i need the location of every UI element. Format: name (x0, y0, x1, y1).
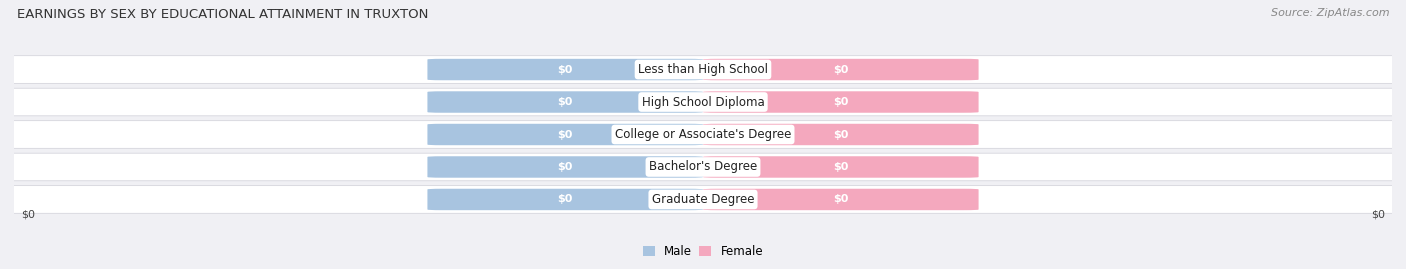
FancyBboxPatch shape (703, 59, 979, 80)
FancyBboxPatch shape (0, 186, 1406, 213)
FancyBboxPatch shape (703, 156, 979, 178)
FancyBboxPatch shape (0, 56, 1406, 83)
FancyBboxPatch shape (703, 124, 979, 145)
FancyBboxPatch shape (703, 91, 979, 113)
Text: $0: $0 (558, 194, 572, 204)
Text: $0: $0 (558, 162, 572, 172)
FancyBboxPatch shape (427, 59, 703, 80)
Text: $0: $0 (834, 129, 848, 140)
FancyBboxPatch shape (427, 156, 703, 178)
Text: High School Diploma: High School Diploma (641, 95, 765, 108)
FancyBboxPatch shape (427, 124, 703, 145)
FancyBboxPatch shape (427, 189, 703, 210)
Text: Bachelor's Degree: Bachelor's Degree (650, 161, 756, 174)
FancyBboxPatch shape (703, 189, 979, 210)
Text: $0: $0 (558, 97, 572, 107)
Text: Source: ZipAtlas.com: Source: ZipAtlas.com (1271, 8, 1389, 18)
Text: $0: $0 (558, 65, 572, 75)
Text: $0: $0 (834, 65, 848, 75)
Text: $0: $0 (834, 162, 848, 172)
Text: Graduate Degree: Graduate Degree (652, 193, 754, 206)
FancyBboxPatch shape (0, 153, 1406, 181)
FancyBboxPatch shape (0, 88, 1406, 116)
Text: $0: $0 (21, 210, 35, 220)
Text: $0: $0 (1371, 210, 1385, 220)
FancyBboxPatch shape (427, 91, 703, 113)
Text: $0: $0 (834, 194, 848, 204)
Legend: Male, Female: Male, Female (638, 240, 768, 263)
FancyBboxPatch shape (0, 121, 1406, 148)
Text: $0: $0 (558, 129, 572, 140)
Text: $0: $0 (834, 97, 848, 107)
Text: College or Associate's Degree: College or Associate's Degree (614, 128, 792, 141)
Text: EARNINGS BY SEX BY EDUCATIONAL ATTAINMENT IN TRUXTON: EARNINGS BY SEX BY EDUCATIONAL ATTAINMEN… (17, 8, 429, 21)
Text: Less than High School: Less than High School (638, 63, 768, 76)
